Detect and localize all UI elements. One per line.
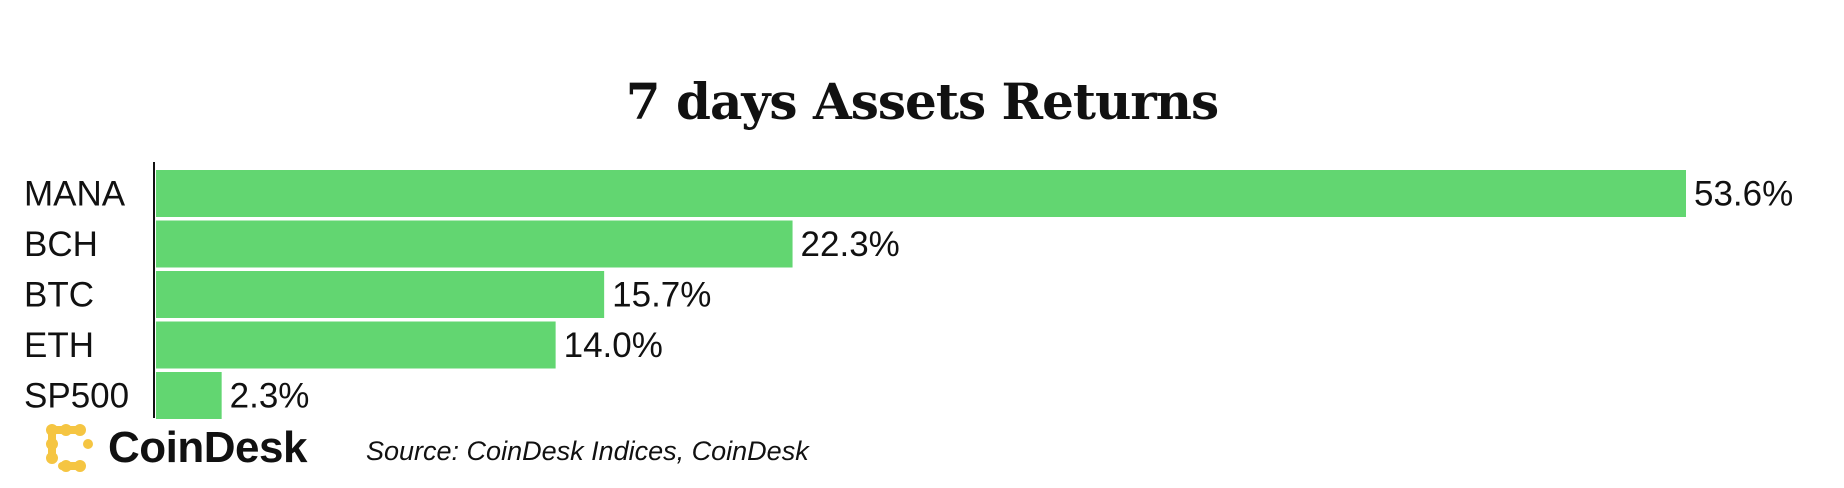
bar-btc	[156, 271, 605, 318]
value-label: 15.7%	[612, 276, 711, 315]
bar-mana	[156, 170, 1686, 217]
brand-name: CoinDesk	[108, 423, 307, 472]
bar-eth	[156, 321, 556, 369]
category-label: BTC	[24, 276, 94, 315]
source-note: Source: CoinDesk Indices, CoinDesk	[366, 436, 809, 466]
bar-bch	[156, 220, 793, 268]
category-label: BCH	[24, 225, 98, 264]
value-label: 22.3%	[801, 225, 900, 264]
value-label: 53.6%	[1694, 175, 1793, 214]
coindesk-logo-icon	[46, 424, 93, 472]
value-label: 2.3%	[230, 377, 310, 416]
value-label: 14.0%	[564, 326, 663, 365]
category-label: ETH	[24, 326, 94, 365]
bar-sp500	[156, 372, 222, 419]
category-label: MANA	[24, 175, 126, 214]
coindesk-logo: CoinDesk	[44, 418, 307, 478]
category-label: SP500	[24, 377, 129, 416]
bar-chart: MANA 53.6% BCH 22.3% BTC 15.7% ETH 14.0% SP500 2.…	[24, 162, 1793, 419]
chart-title: 7 days Assets Returns	[625, 72, 1219, 131]
